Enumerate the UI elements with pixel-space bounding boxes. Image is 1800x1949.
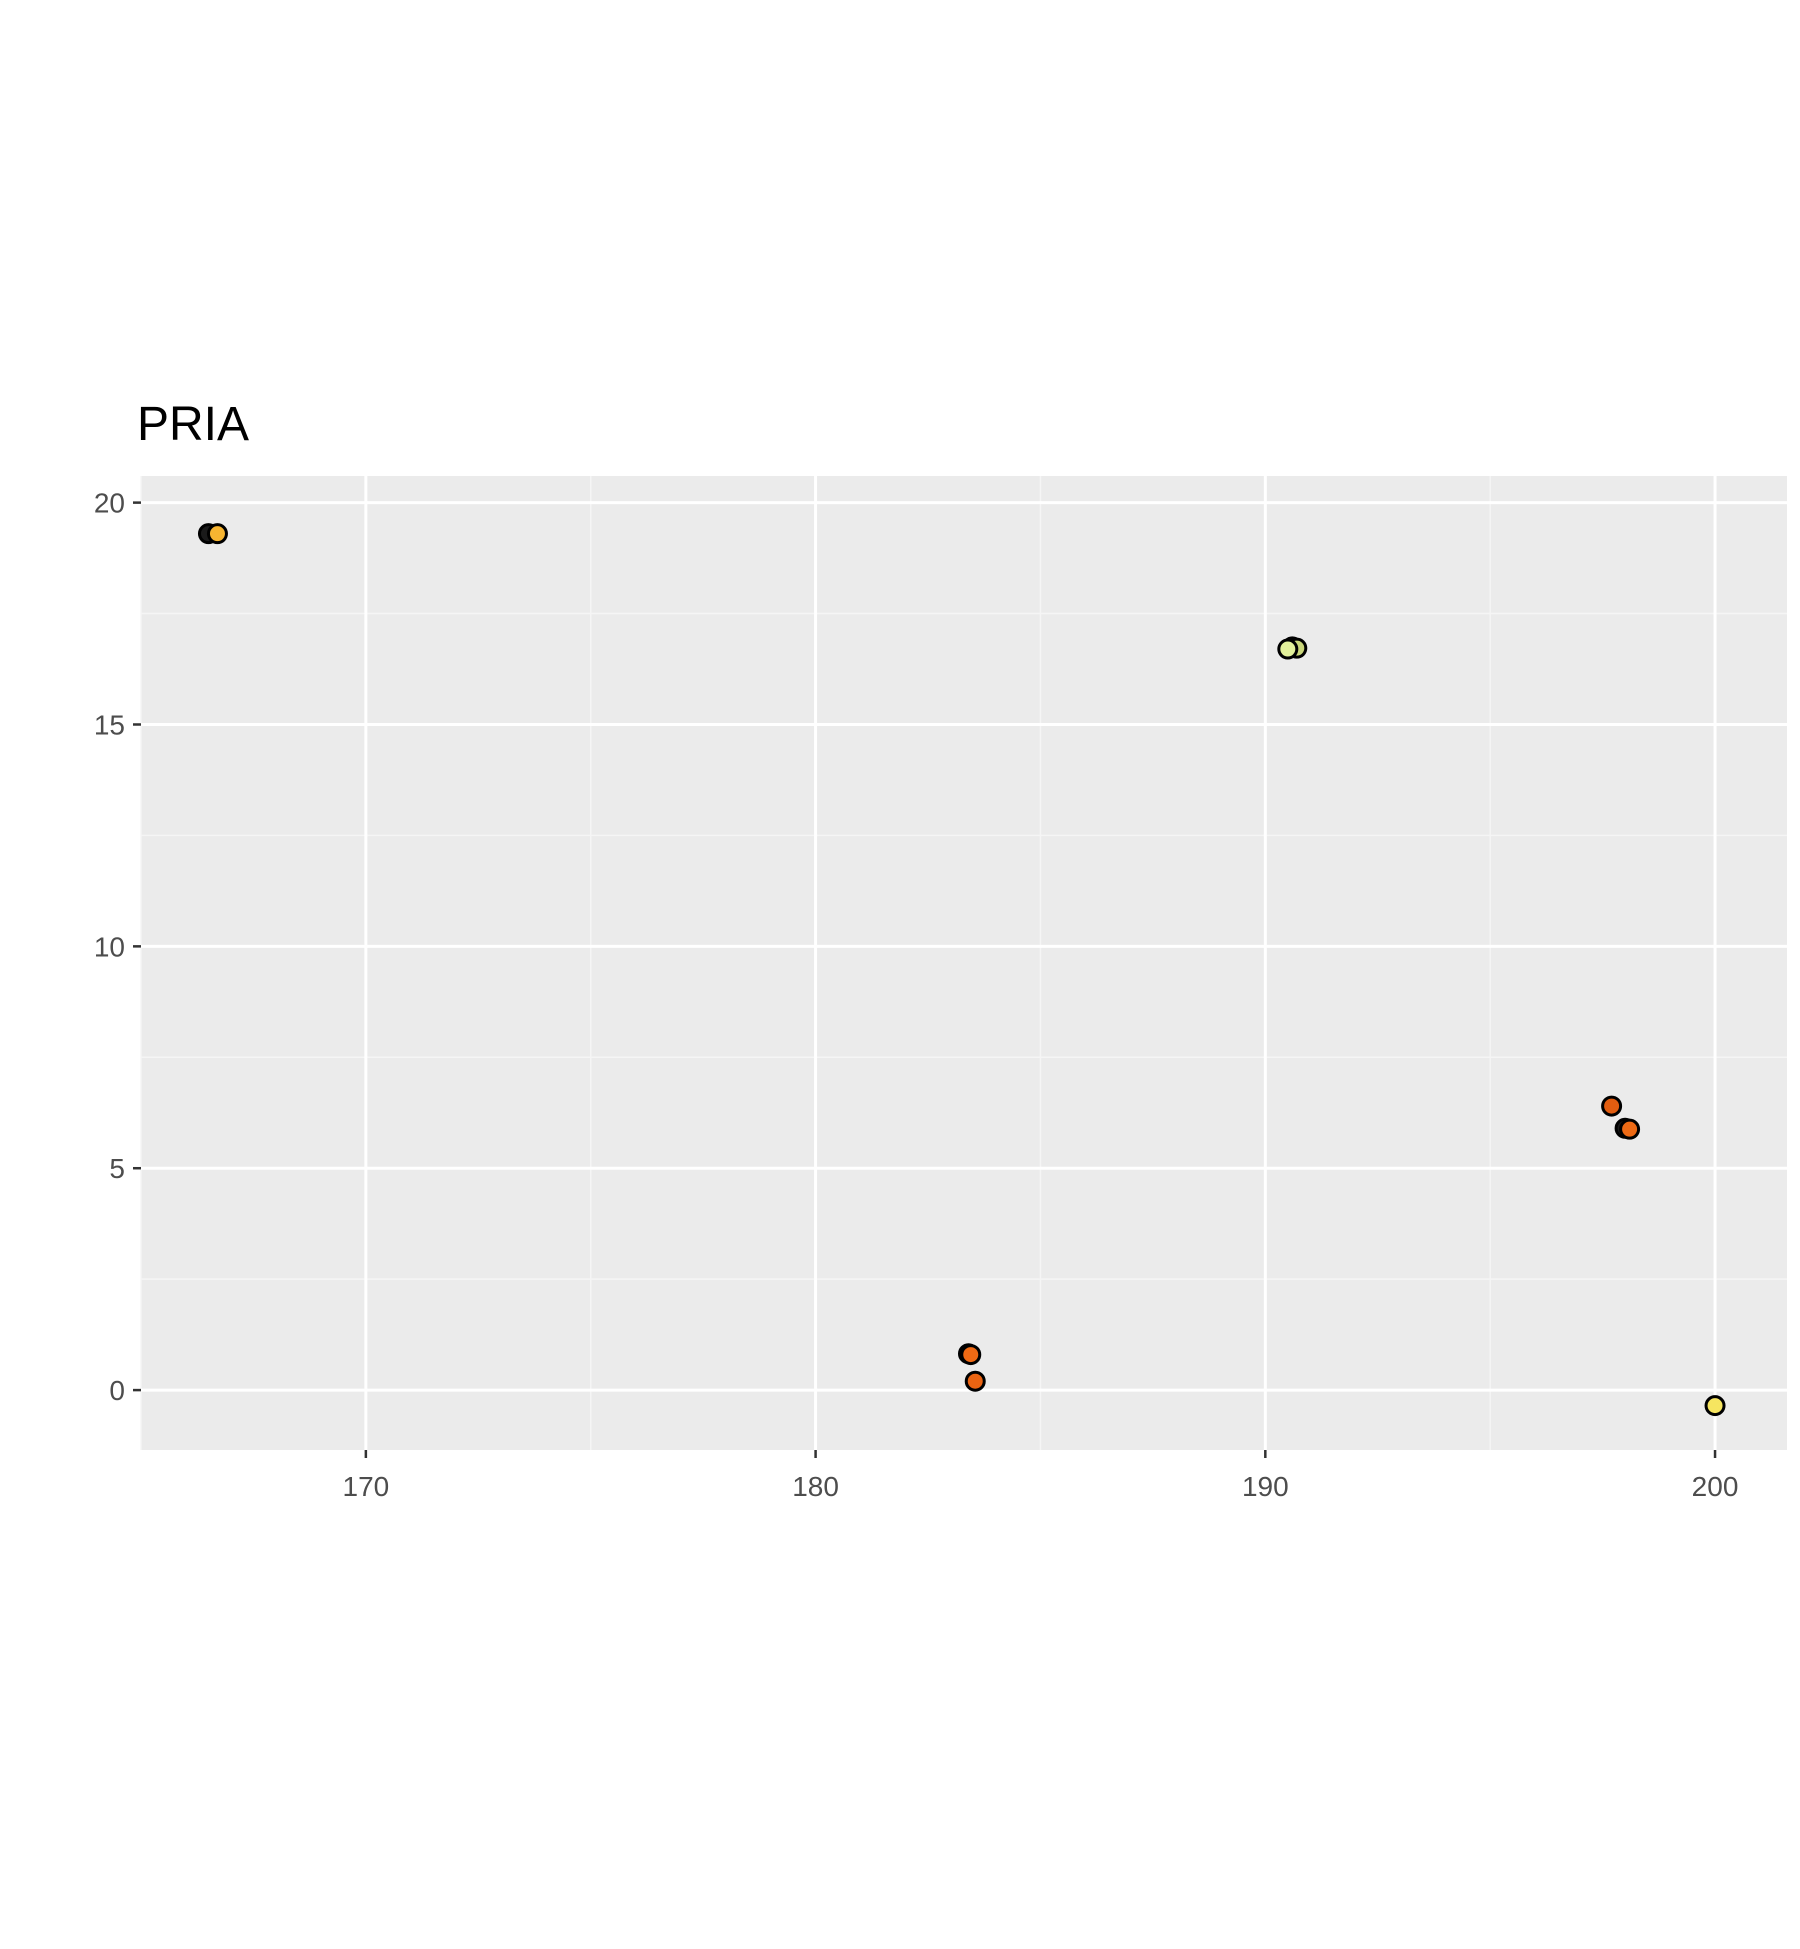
y-tick-label: 10 bbox=[94, 931, 125, 962]
y-tick-label: 5 bbox=[109, 1153, 125, 1184]
data-point bbox=[1704, 1395, 1726, 1417]
data-point bbox=[964, 1370, 986, 1392]
y-axis: 0 5 10 15 20 bbox=[94, 488, 141, 1406]
x-tick-label: 200 bbox=[1692, 1471, 1739, 1502]
data-point bbox=[1277, 638, 1299, 660]
chart-title: PRIA bbox=[137, 398, 249, 451]
y-tick-label: 20 bbox=[94, 488, 125, 519]
x-tick-label: 180 bbox=[792, 1471, 839, 1502]
x-tick-label: 170 bbox=[343, 1471, 390, 1502]
data-point bbox=[1619, 1118, 1641, 1140]
data-point bbox=[206, 523, 228, 545]
y-tick-label: 15 bbox=[94, 709, 125, 740]
data-points bbox=[197, 523, 1726, 1417]
minor-gridlines bbox=[140, 476, 1787, 1450]
data-point bbox=[960, 1344, 982, 1366]
plot-panel bbox=[141, 476, 1787, 1450]
x-axis: 170 180 190 200 bbox=[343, 1450, 1739, 1502]
y-tick-label: 0 bbox=[109, 1375, 125, 1406]
data-point bbox=[1601, 1095, 1623, 1117]
major-gridlines bbox=[141, 476, 1787, 1450]
x-tick-label: 190 bbox=[1242, 1471, 1289, 1502]
